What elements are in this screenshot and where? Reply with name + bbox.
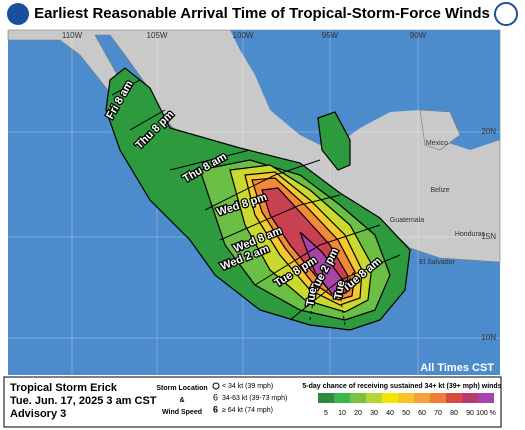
- legend-text: Wind Speed: [162, 409, 202, 416]
- longitude-label: 110W: [62, 31, 83, 40]
- legend-text: < 34 kt (39 mph): [222, 383, 273, 390]
- scale-label: 20: [354, 410, 362, 417]
- yucatan: [419, 109, 461, 151]
- scale-swatch: [318, 393, 334, 403]
- scale-label: 80: [450, 410, 458, 417]
- probability-title: 5-day chance of receiving sustained 34+ …: [302, 383, 501, 390]
- country-label: Guatemala: [390, 217, 424, 224]
- longitude-label: 105W: [147, 31, 168, 40]
- scale-label: 100 %: [476, 410, 496, 417]
- issued: Tue. Jun. 17, 2025 3 am CST: [10, 395, 157, 407]
- latitude-label: 15N: [481, 232, 496, 241]
- map: 6: [7, 29, 501, 375]
- scale-swatch: [446, 393, 462, 403]
- longitude-label: 100W: [233, 31, 254, 40]
- scale-swatch: [366, 393, 382, 403]
- symbol-medium: 6: [213, 392, 218, 402]
- legend-text: &: [179, 397, 184, 404]
- scale-swatch: [350, 393, 366, 403]
- longitude-label: 95W: [322, 31, 339, 40]
- scale-label: 60: [418, 410, 426, 417]
- scale-swatch: [430, 393, 446, 403]
- country-label: Honduras: [455, 231, 486, 238]
- scale-swatch: [478, 393, 494, 403]
- time-note: All Times CST: [420, 362, 494, 374]
- latitude-label: 10N: [481, 333, 496, 342]
- scale-label: 70: [434, 410, 442, 417]
- legend-text: Storm Location: [156, 385, 207, 392]
- noaa-logo: [7, 3, 29, 25]
- symbol-strong: 6: [213, 404, 218, 414]
- contours: [111, 79, 401, 326]
- scale-swatch: [414, 393, 430, 403]
- scale-label: 5: [324, 410, 328, 417]
- country-label: Belize: [430, 187, 449, 194]
- nws-logo: [494, 2, 518, 26]
- scale-swatch: [334, 393, 350, 403]
- latitude-label: 20N: [481, 127, 496, 136]
- legend-text: 34-63 kt (39-73 mph): [222, 395, 287, 402]
- arrival-label: Tue: [332, 280, 347, 301]
- scale-swatch: [398, 393, 414, 403]
- scale-swatch: [462, 393, 478, 403]
- advisory: Advisory 3: [10, 408, 66, 420]
- legend-text: ≥ 64 kt (74 mph): [222, 407, 273, 414]
- longitude-label: 90W: [410, 31, 427, 40]
- arrival-label: Tue: [304, 287, 319, 308]
- title: Earliest Reasonable Arrival Time of Trop…: [34, 5, 490, 22]
- scale-label: 10: [338, 410, 346, 417]
- country-label: Mexico: [426, 140, 448, 147]
- storm-name: Tropical Storm Erick: [10, 382, 118, 394]
- scale-swatch: [382, 393, 398, 403]
- swath: [105, 67, 411, 331]
- scale-label: 40: [386, 410, 394, 417]
- country-label: El Salvador: [419, 259, 455, 266]
- scale-label: 30: [370, 410, 378, 417]
- symbol-weak: [212, 382, 220, 390]
- storm-symbol: 6: [343, 277, 351, 293]
- scale-label: 50: [402, 410, 410, 417]
- scale-label: 90: [466, 410, 474, 417]
